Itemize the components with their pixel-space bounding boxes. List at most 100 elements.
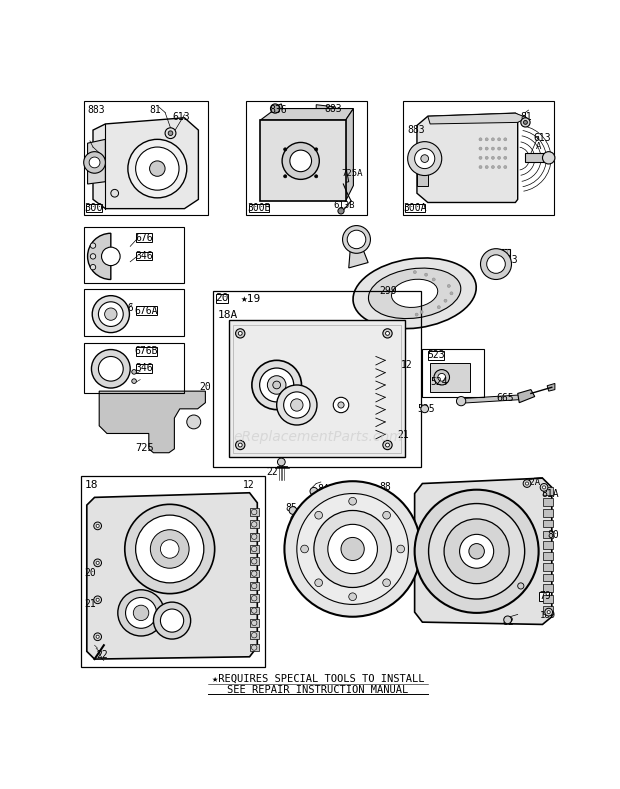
Text: 20: 20: [199, 382, 211, 392]
Circle shape: [136, 147, 179, 190]
Circle shape: [267, 376, 286, 394]
Circle shape: [99, 357, 123, 381]
Circle shape: [447, 284, 450, 287]
Text: 79: 79: [539, 591, 551, 601]
Text: 523: 523: [427, 350, 445, 361]
Circle shape: [123, 309, 130, 316]
Text: 12: 12: [401, 361, 412, 370]
Circle shape: [491, 166, 495, 169]
Text: 725A: 725A: [341, 169, 363, 178]
Circle shape: [278, 458, 285, 466]
Circle shape: [386, 443, 389, 447]
Circle shape: [479, 147, 482, 150]
Bar: [84, 342, 185, 393]
Circle shape: [252, 620, 257, 626]
Bar: [136, 252, 153, 260]
Bar: [428, 351, 444, 360]
Bar: [213, 291, 421, 466]
Bar: [249, 582, 259, 590]
Text: 20: 20: [215, 294, 229, 303]
Text: 346: 346: [136, 251, 153, 261]
Circle shape: [485, 156, 489, 159]
Text: 82A: 82A: [524, 478, 540, 487]
Circle shape: [236, 440, 245, 450]
Circle shape: [168, 131, 173, 136]
Circle shape: [301, 545, 309, 553]
Text: 613B: 613B: [334, 201, 355, 210]
Circle shape: [94, 559, 102, 567]
Circle shape: [456, 397, 466, 406]
Polygon shape: [346, 109, 353, 201]
Circle shape: [136, 515, 204, 583]
Circle shape: [315, 511, 322, 519]
Bar: [249, 594, 259, 602]
Circle shape: [420, 311, 423, 313]
Circle shape: [252, 583, 257, 589]
Circle shape: [284, 174, 287, 178]
Circle shape: [149, 161, 165, 176]
Polygon shape: [518, 390, 534, 402]
Text: 81A: 81A: [541, 489, 559, 499]
Polygon shape: [348, 249, 368, 268]
Circle shape: [491, 156, 495, 159]
Bar: [542, 595, 554, 603]
Circle shape: [545, 608, 552, 616]
Polygon shape: [99, 391, 205, 453]
Circle shape: [238, 331, 242, 335]
Circle shape: [94, 522, 102, 529]
Circle shape: [310, 488, 317, 495]
Circle shape: [161, 540, 179, 559]
Circle shape: [547, 611, 551, 614]
Polygon shape: [417, 113, 518, 203]
Circle shape: [96, 561, 99, 564]
Bar: [542, 563, 554, 570]
Text: 883: 883: [324, 104, 342, 114]
Text: 346: 346: [136, 364, 153, 373]
Circle shape: [291, 398, 303, 411]
Circle shape: [479, 138, 482, 141]
Text: 725: 725: [136, 443, 154, 453]
Polygon shape: [87, 140, 105, 184]
Circle shape: [397, 545, 404, 553]
Polygon shape: [316, 105, 338, 118]
Bar: [542, 552, 554, 559]
Bar: [422, 349, 484, 397]
Text: eReplacementParts.com: eReplacementParts.com: [233, 430, 402, 444]
Circle shape: [154, 602, 191, 639]
Circle shape: [105, 308, 117, 320]
Text: 82: 82: [502, 617, 514, 626]
Circle shape: [92, 350, 130, 388]
Circle shape: [111, 189, 118, 197]
Bar: [84, 227, 185, 282]
Text: 303: 303: [500, 255, 518, 265]
Circle shape: [415, 490, 539, 613]
Circle shape: [252, 571, 257, 576]
Text: 84: 84: [317, 484, 329, 494]
Circle shape: [421, 155, 428, 163]
Text: 665: 665: [496, 394, 513, 403]
Bar: [542, 574, 554, 581]
Polygon shape: [338, 166, 348, 184]
Bar: [249, 570, 259, 578]
Bar: [84, 290, 185, 335]
Circle shape: [540, 484, 548, 492]
Circle shape: [485, 166, 489, 169]
Bar: [260, 120, 346, 201]
Bar: [417, 170, 428, 185]
Circle shape: [503, 166, 507, 169]
Circle shape: [91, 243, 95, 249]
Polygon shape: [547, 383, 555, 391]
Text: 300B: 300B: [247, 204, 270, 213]
Bar: [249, 508, 259, 516]
Bar: [249, 545, 259, 553]
Bar: [430, 363, 471, 392]
Circle shape: [94, 596, 102, 604]
Bar: [542, 541, 554, 549]
Bar: [136, 365, 153, 372]
Circle shape: [252, 510, 257, 514]
Text: A: A: [536, 143, 542, 151]
Text: 21: 21: [84, 599, 96, 609]
Circle shape: [133, 605, 149, 621]
Circle shape: [503, 138, 507, 141]
Circle shape: [238, 443, 242, 447]
